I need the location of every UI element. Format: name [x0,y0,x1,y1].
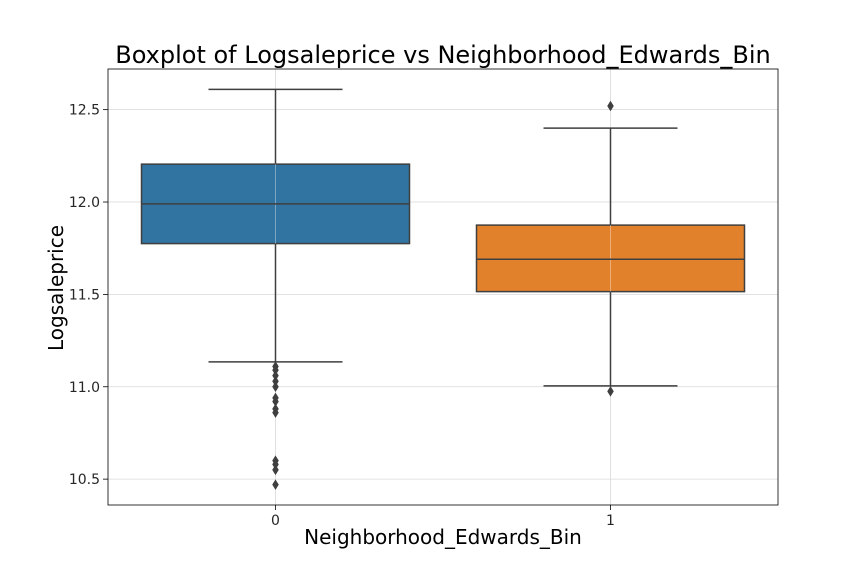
x-tick-label: 0 [271,513,280,529]
outlier-point [272,479,279,490]
y-tick-label: 11.0 [69,380,100,396]
x-tick-label: 1 [606,513,615,529]
box-group-0 [140,88,411,490]
y-tick-label: 12.5 [69,103,100,119]
box-group-1 [475,100,746,397]
y-tick-label: 12.0 [69,195,100,211]
outlier-point [607,386,614,397]
y-tick-label: 10.5 [69,472,100,488]
chart-title: Boxplot of Logsaleprice vs Neighborhood_… [115,41,770,69]
outlier-point [607,100,614,112]
y-axis-label: Logsaleprice [44,225,68,351]
x-axis-label: Neighborhood_Edwards_Bin [304,525,582,549]
outlier-point [272,381,279,393]
plot-frame [107,68,779,506]
outlier-point [272,464,279,476]
y-tick-label: 11.5 [69,287,100,303]
outlier-point [272,407,279,418]
boxes [140,88,746,490]
ticks: 10.5 11.0 11.5 12.0 12.5 0 1 [69,103,615,529]
iqr-box [475,224,746,293]
